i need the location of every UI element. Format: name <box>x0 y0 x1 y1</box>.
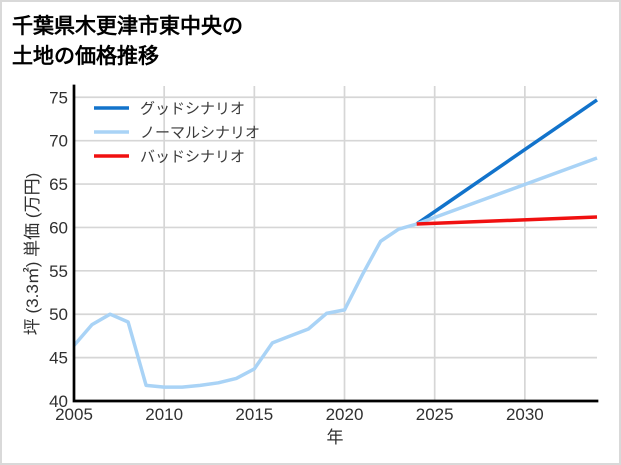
x-tick-label: 2020 <box>326 405 364 424</box>
chart-title-line1: 千葉県木更津市東中央の <box>12 15 243 38</box>
legend-label-0: グッドシナリオ <box>140 101 245 118</box>
chart-title-line2: 土地の価格推移 <box>12 45 159 68</box>
chart-title: 千葉県木更津市東中央の 土地の価格推移 <box>12 12 243 72</box>
legend-label-1: ノーマルシナリオ <box>140 125 260 142</box>
y-tick-label: 70 <box>49 132 68 151</box>
x-tick-label: 2010 <box>145 405 183 424</box>
y-tick-label: 65 <box>49 175 68 194</box>
y-tick-label: 45 <box>49 349 68 368</box>
x-tick-label: 2030 <box>506 405 544 424</box>
grid-layer <box>74 86 597 401</box>
x-axis-label: 年 <box>327 428 344 447</box>
axis-spines <box>72 84 599 403</box>
series-line-0 <box>415 98 598 226</box>
legend-label-2: バッドシナリオ <box>140 149 245 166</box>
x-tick-label: 2015 <box>235 405 273 424</box>
tick-layer: 2005 2010 2015 2020 2025 2030 40 45 50 55 60 65 70 75 <box>49 88 544 424</box>
y-tick-label: 60 <box>49 218 68 237</box>
y-tick-label: 55 <box>49 262 68 281</box>
y-tick-label: 50 <box>49 305 68 324</box>
x-tick-label: 2025 <box>416 405 454 424</box>
y-tick-label: 40 <box>49 392 68 411</box>
y-axis-label: 坪 (3.3㎡) 単価 (万円) <box>23 173 42 335</box>
series-layer <box>72 98 598 389</box>
series-line-1 <box>72 156 598 389</box>
x-tick-label: 2005 <box>55 405 93 424</box>
series-line-2 <box>416 215 598 226</box>
y-tick-label: 75 <box>49 88 68 107</box>
